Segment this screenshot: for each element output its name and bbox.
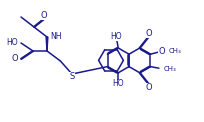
Text: O: O	[12, 55, 18, 63]
Text: HO: HO	[112, 80, 124, 88]
Text: CH₃: CH₃	[163, 66, 176, 72]
Text: NH: NH	[51, 32, 62, 41]
Text: O: O	[146, 29, 153, 38]
Text: HO: HO	[110, 32, 121, 41]
Text: CH₃: CH₃	[169, 48, 181, 54]
Text: HO: HO	[7, 39, 18, 47]
Text: S: S	[69, 72, 75, 81]
Text: O: O	[146, 83, 153, 92]
Text: O: O	[41, 11, 47, 20]
Text: O: O	[158, 47, 165, 56]
Polygon shape	[46, 37, 48, 51]
